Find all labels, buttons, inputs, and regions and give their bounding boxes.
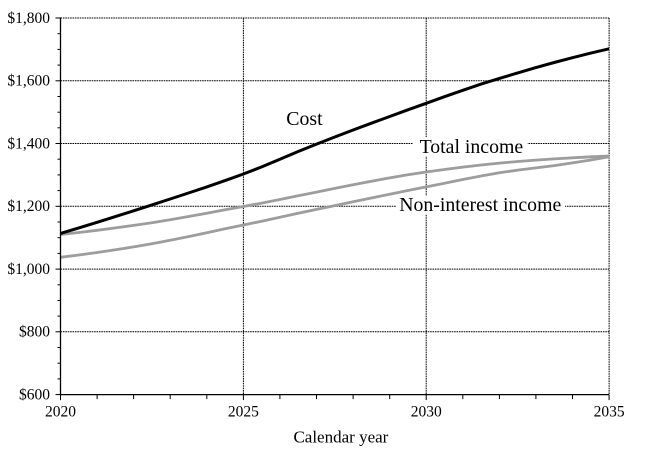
svg-text:2020: 2020: [45, 404, 76, 421]
svg-text:$1,600: $1,600: [7, 73, 50, 90]
svg-text:$1,800: $1,800: [7, 10, 50, 27]
svg-text:2035: 2035: [594, 404, 625, 421]
svg-text:2025: 2025: [228, 404, 259, 421]
svg-text:$1,200: $1,200: [7, 198, 50, 215]
svg-text:$1,000: $1,000: [7, 261, 50, 278]
svg-text:Calendar year: Calendar year: [293, 428, 388, 447]
svg-text:Cost: Cost: [286, 108, 323, 130]
svg-text:$800: $800: [19, 324, 50, 341]
svg-text:Total income: Total income: [420, 136, 524, 158]
svg-text:$1,400: $1,400: [7, 135, 50, 152]
svg-text:$600: $600: [19, 387, 50, 404]
svg-text:Non-interest income: Non-interest income: [399, 194, 561, 216]
svg-text:2030: 2030: [411, 404, 442, 421]
